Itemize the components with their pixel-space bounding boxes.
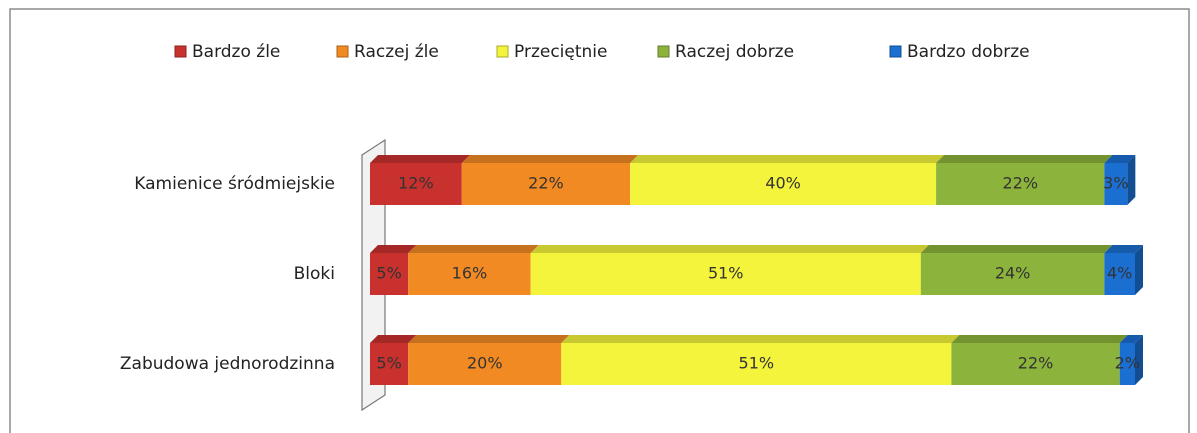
bar-side <box>1135 335 1143 385</box>
value-label: 5% <box>376 264 401 283</box>
bar-segment <box>1104 245 1143 295</box>
bar-segment <box>1104 155 1136 205</box>
bar-top <box>408 335 570 343</box>
value-label: 2% <box>1115 354 1140 373</box>
bar-top <box>1104 245 1143 253</box>
bar-segment <box>370 335 417 385</box>
bar-segment <box>408 335 570 385</box>
bar-face <box>370 163 462 205</box>
category-label: Kamienice śródmiejskie <box>134 174 335 194</box>
bar-segment <box>920 245 1113 295</box>
value-label: 51% <box>739 354 775 373</box>
legend-swatch <box>336 45 349 58</box>
legend-swatch <box>174 45 187 58</box>
bar-top <box>920 245 1113 253</box>
value-label: 22% <box>1018 354 1054 373</box>
bar-top <box>461 155 639 163</box>
bar-segment <box>630 155 945 205</box>
bar-segment <box>370 155 470 205</box>
bar-top <box>1119 335 1143 343</box>
bar-face <box>561 343 952 385</box>
legend-label: Raczej dobrze <box>675 42 794 62</box>
bar-top <box>370 155 470 163</box>
bar-face <box>370 253 409 295</box>
value-label: 5% <box>376 354 401 373</box>
category-label: Zabudowa jednorodzinna <box>120 354 335 374</box>
value-label: 20% <box>467 354 503 373</box>
bar-face <box>630 163 937 205</box>
legend-swatch <box>496 45 509 58</box>
legend-swatch <box>889 45 902 58</box>
bar-top <box>370 245 417 253</box>
value-label: 3% <box>1103 174 1128 193</box>
legend-label: Raczej źle <box>354 42 439 62</box>
category-label: Bloki <box>294 264 335 284</box>
value-label: 16% <box>452 264 488 283</box>
bar-top <box>370 335 417 343</box>
bar-face <box>370 343 409 385</box>
bar-top <box>1104 155 1136 163</box>
bar-top <box>530 245 929 253</box>
value-label: 4% <box>1107 264 1132 283</box>
bar-face <box>1104 163 1128 205</box>
value-label: 24% <box>995 264 1031 283</box>
bar-face <box>920 253 1105 295</box>
bar-top <box>936 155 1113 163</box>
value-label: 40% <box>765 174 801 193</box>
bar-face <box>408 253 531 295</box>
bar-face <box>408 343 562 385</box>
bar-segment <box>1119 335 1143 385</box>
bar-segment <box>951 335 1128 385</box>
bar-top <box>951 335 1128 343</box>
bar-top <box>408 245 539 253</box>
bar-face <box>461 163 631 205</box>
value-label: 12% <box>398 174 434 193</box>
bar-segment <box>370 245 417 295</box>
value-label: 51% <box>708 264 744 283</box>
bar-top <box>630 155 945 163</box>
bar-face <box>1104 253 1135 295</box>
legend-label: Przeciętnie <box>514 42 607 62</box>
value-label: 22% <box>1002 174 1038 193</box>
bar-side <box>1135 245 1143 295</box>
bar-segment <box>408 245 539 295</box>
bar-face <box>1119 343 1135 385</box>
bar-face <box>530 253 921 295</box>
bar-segment <box>530 245 929 295</box>
bar-face <box>936 163 1105 205</box>
legend-label: Bardzo źle <box>192 42 280 62</box>
bar-segment <box>936 155 1113 205</box>
bar-top <box>561 335 960 343</box>
value-label: 22% <box>528 174 564 193</box>
bar-side <box>1127 155 1136 205</box>
bar-face <box>951 343 1120 385</box>
bar-segment <box>461 155 639 205</box>
legend-swatch <box>657 45 670 58</box>
legend-label: Bardzo dobrze <box>907 42 1030 62</box>
bar-segment <box>561 335 960 385</box>
